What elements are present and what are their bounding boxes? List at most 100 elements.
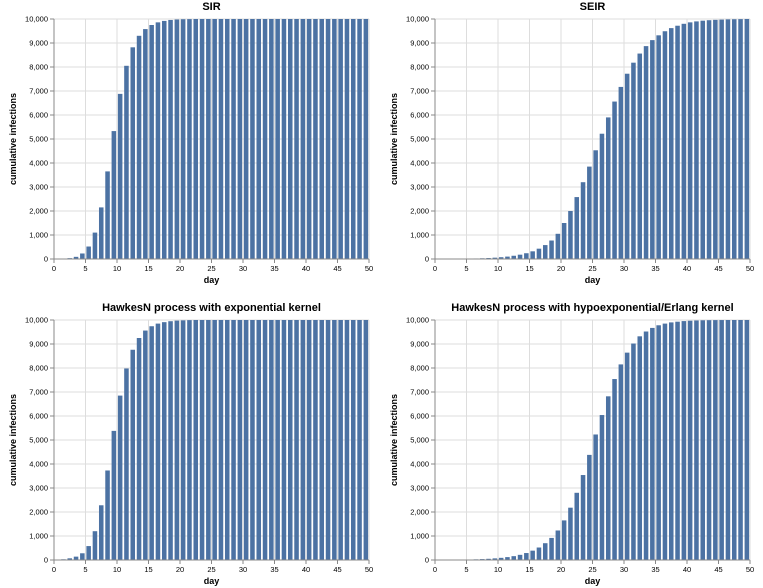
chart2-y-tick-label: 9,000 <box>410 39 429 48</box>
chart1-bar <box>231 19 236 259</box>
chart1-bar <box>313 19 318 259</box>
chart1-bar <box>149 25 154 259</box>
chart1-bar <box>187 19 192 260</box>
chart2-y-tick-label: 4,000 <box>410 159 429 168</box>
chart4-bar <box>574 492 580 560</box>
chart2-x-tick-label: 35 <box>651 264 659 273</box>
chart1-bar <box>262 19 268 259</box>
chart3-bar <box>73 556 79 560</box>
chart4-panel: 0 5 10 15 20 25 30 35 40 45 50 0 1,000 2,000 3,000 4,00… <box>389 302 754 586</box>
chart4-x-tick-label: 20 <box>557 565 565 574</box>
chart4-bar <box>605 396 611 560</box>
chart2-x-tick-label: 40 <box>683 264 691 273</box>
chart1-bar <box>98 207 104 259</box>
chart4-bar <box>492 558 498 560</box>
chart1-y-tick-label: 6,000 <box>29 111 48 120</box>
chart1-bar <box>281 19 287 259</box>
chart3-bar <box>117 395 123 560</box>
chart1-bar <box>269 19 274 259</box>
chart3-bar <box>313 320 318 560</box>
chart2-bar <box>668 28 674 260</box>
chart4-bar <box>700 320 706 560</box>
chart3-x-tick-label: 30 <box>239 565 247 574</box>
chart3-y-tick-label: 2,000 <box>29 508 48 517</box>
chart2-bar <box>568 211 573 259</box>
chart4-bar <box>530 550 535 560</box>
chart4-bar <box>536 547 542 560</box>
chart4-bar <box>643 331 649 560</box>
chart2-y-tick-label: 7,000 <box>410 87 429 96</box>
chart4-bar <box>568 507 573 560</box>
chart4-bar <box>486 558 491 560</box>
chart4-x-tick-label: 40 <box>683 565 691 574</box>
chart3-bar <box>218 320 224 560</box>
chart1-bar <box>256 19 262 259</box>
chart4-x-tick-label: 35 <box>651 565 659 574</box>
chart3-bar <box>262 320 268 560</box>
chart1-bar <box>117 93 123 259</box>
chart2-x-tick-label: 30 <box>620 264 628 273</box>
chart3-bar <box>105 470 110 560</box>
chart2-x-axis-title: day <box>585 275 601 285</box>
chart4-bar <box>687 320 693 560</box>
chart3-bar <box>350 320 356 560</box>
chart3-bar <box>338 320 343 560</box>
chart3-bar <box>155 323 161 560</box>
chart3-x-tick-label: 45 <box>333 565 341 574</box>
chart4-bar <box>656 325 661 560</box>
chart1-bar <box>218 19 224 259</box>
chart2-y-tick-label: 1,000 <box>410 231 429 240</box>
chart4-bar <box>675 321 680 560</box>
chart4-y-tick-label: 2,000 <box>410 508 429 517</box>
chart3-bar <box>206 320 211 560</box>
chart2-bar <box>517 254 523 259</box>
chart3-bar <box>86 546 91 560</box>
chart3-x-tick-label: 25 <box>207 565 215 574</box>
chart2-x-tick-label: 45 <box>714 264 722 273</box>
chart2-bar <box>624 73 630 259</box>
chart1-bar <box>344 19 350 259</box>
chart4-bar <box>555 530 561 560</box>
chart1-bar <box>306 19 312 259</box>
chart3-bar <box>98 505 104 560</box>
chart2-bar <box>662 31 668 259</box>
chart2-bar <box>687 22 693 259</box>
chart3-y-tick-label: 4,000 <box>29 460 48 469</box>
chart1-y-axis-title: cumulative infections <box>8 93 18 185</box>
chart2-y-tick-label: 2,000 <box>410 207 429 216</box>
chart4-y-tick-label: 1,000 <box>410 532 429 541</box>
chart4-bar <box>681 321 687 560</box>
chart3-bar <box>332 320 337 560</box>
chart1-bar <box>86 246 91 259</box>
chart2-bar <box>555 233 561 259</box>
chart3-y-tick-label: 3,000 <box>29 484 48 493</box>
chart1-x-tick-label: 20 <box>176 264 184 273</box>
chart1-bar <box>206 19 211 259</box>
chart3-bar <box>269 320 274 560</box>
chart4-bar <box>549 537 554 560</box>
chart1-bar <box>80 253 85 259</box>
chart3-y-tick-label: 0 <box>44 556 48 565</box>
chart3-bar <box>161 322 167 560</box>
chart2-bar <box>536 248 542 259</box>
chart3-y-tick-label: 7,000 <box>29 388 48 397</box>
chart3-bar <box>67 558 73 560</box>
chart1-y-tick-label: 0 <box>44 255 48 264</box>
chart2-bar <box>738 19 743 260</box>
chart2-bar <box>612 101 617 259</box>
chart1-x-tick-label: 35 <box>270 264 278 273</box>
chart3-bar <box>124 368 129 560</box>
chart3-y-tick-label: 6,000 <box>29 412 48 421</box>
chart2-x-tick-label: 10 <box>494 264 502 273</box>
chart4-bar <box>694 320 699 560</box>
chart1-bar <box>287 19 293 259</box>
chart1-x-tick-label: 5 <box>83 264 87 273</box>
chart3-bar <box>237 320 243 560</box>
chart2-x-tick-label: 50 <box>746 264 754 273</box>
chart3-bar <box>80 553 85 560</box>
chart3-y-tick-label: 8,000 <box>29 364 48 373</box>
chart3-bar <box>111 430 117 560</box>
chart4-x-axis-title: day <box>585 576 601 586</box>
chart3-bar <box>287 320 293 560</box>
chart1-bar <box>338 19 343 259</box>
